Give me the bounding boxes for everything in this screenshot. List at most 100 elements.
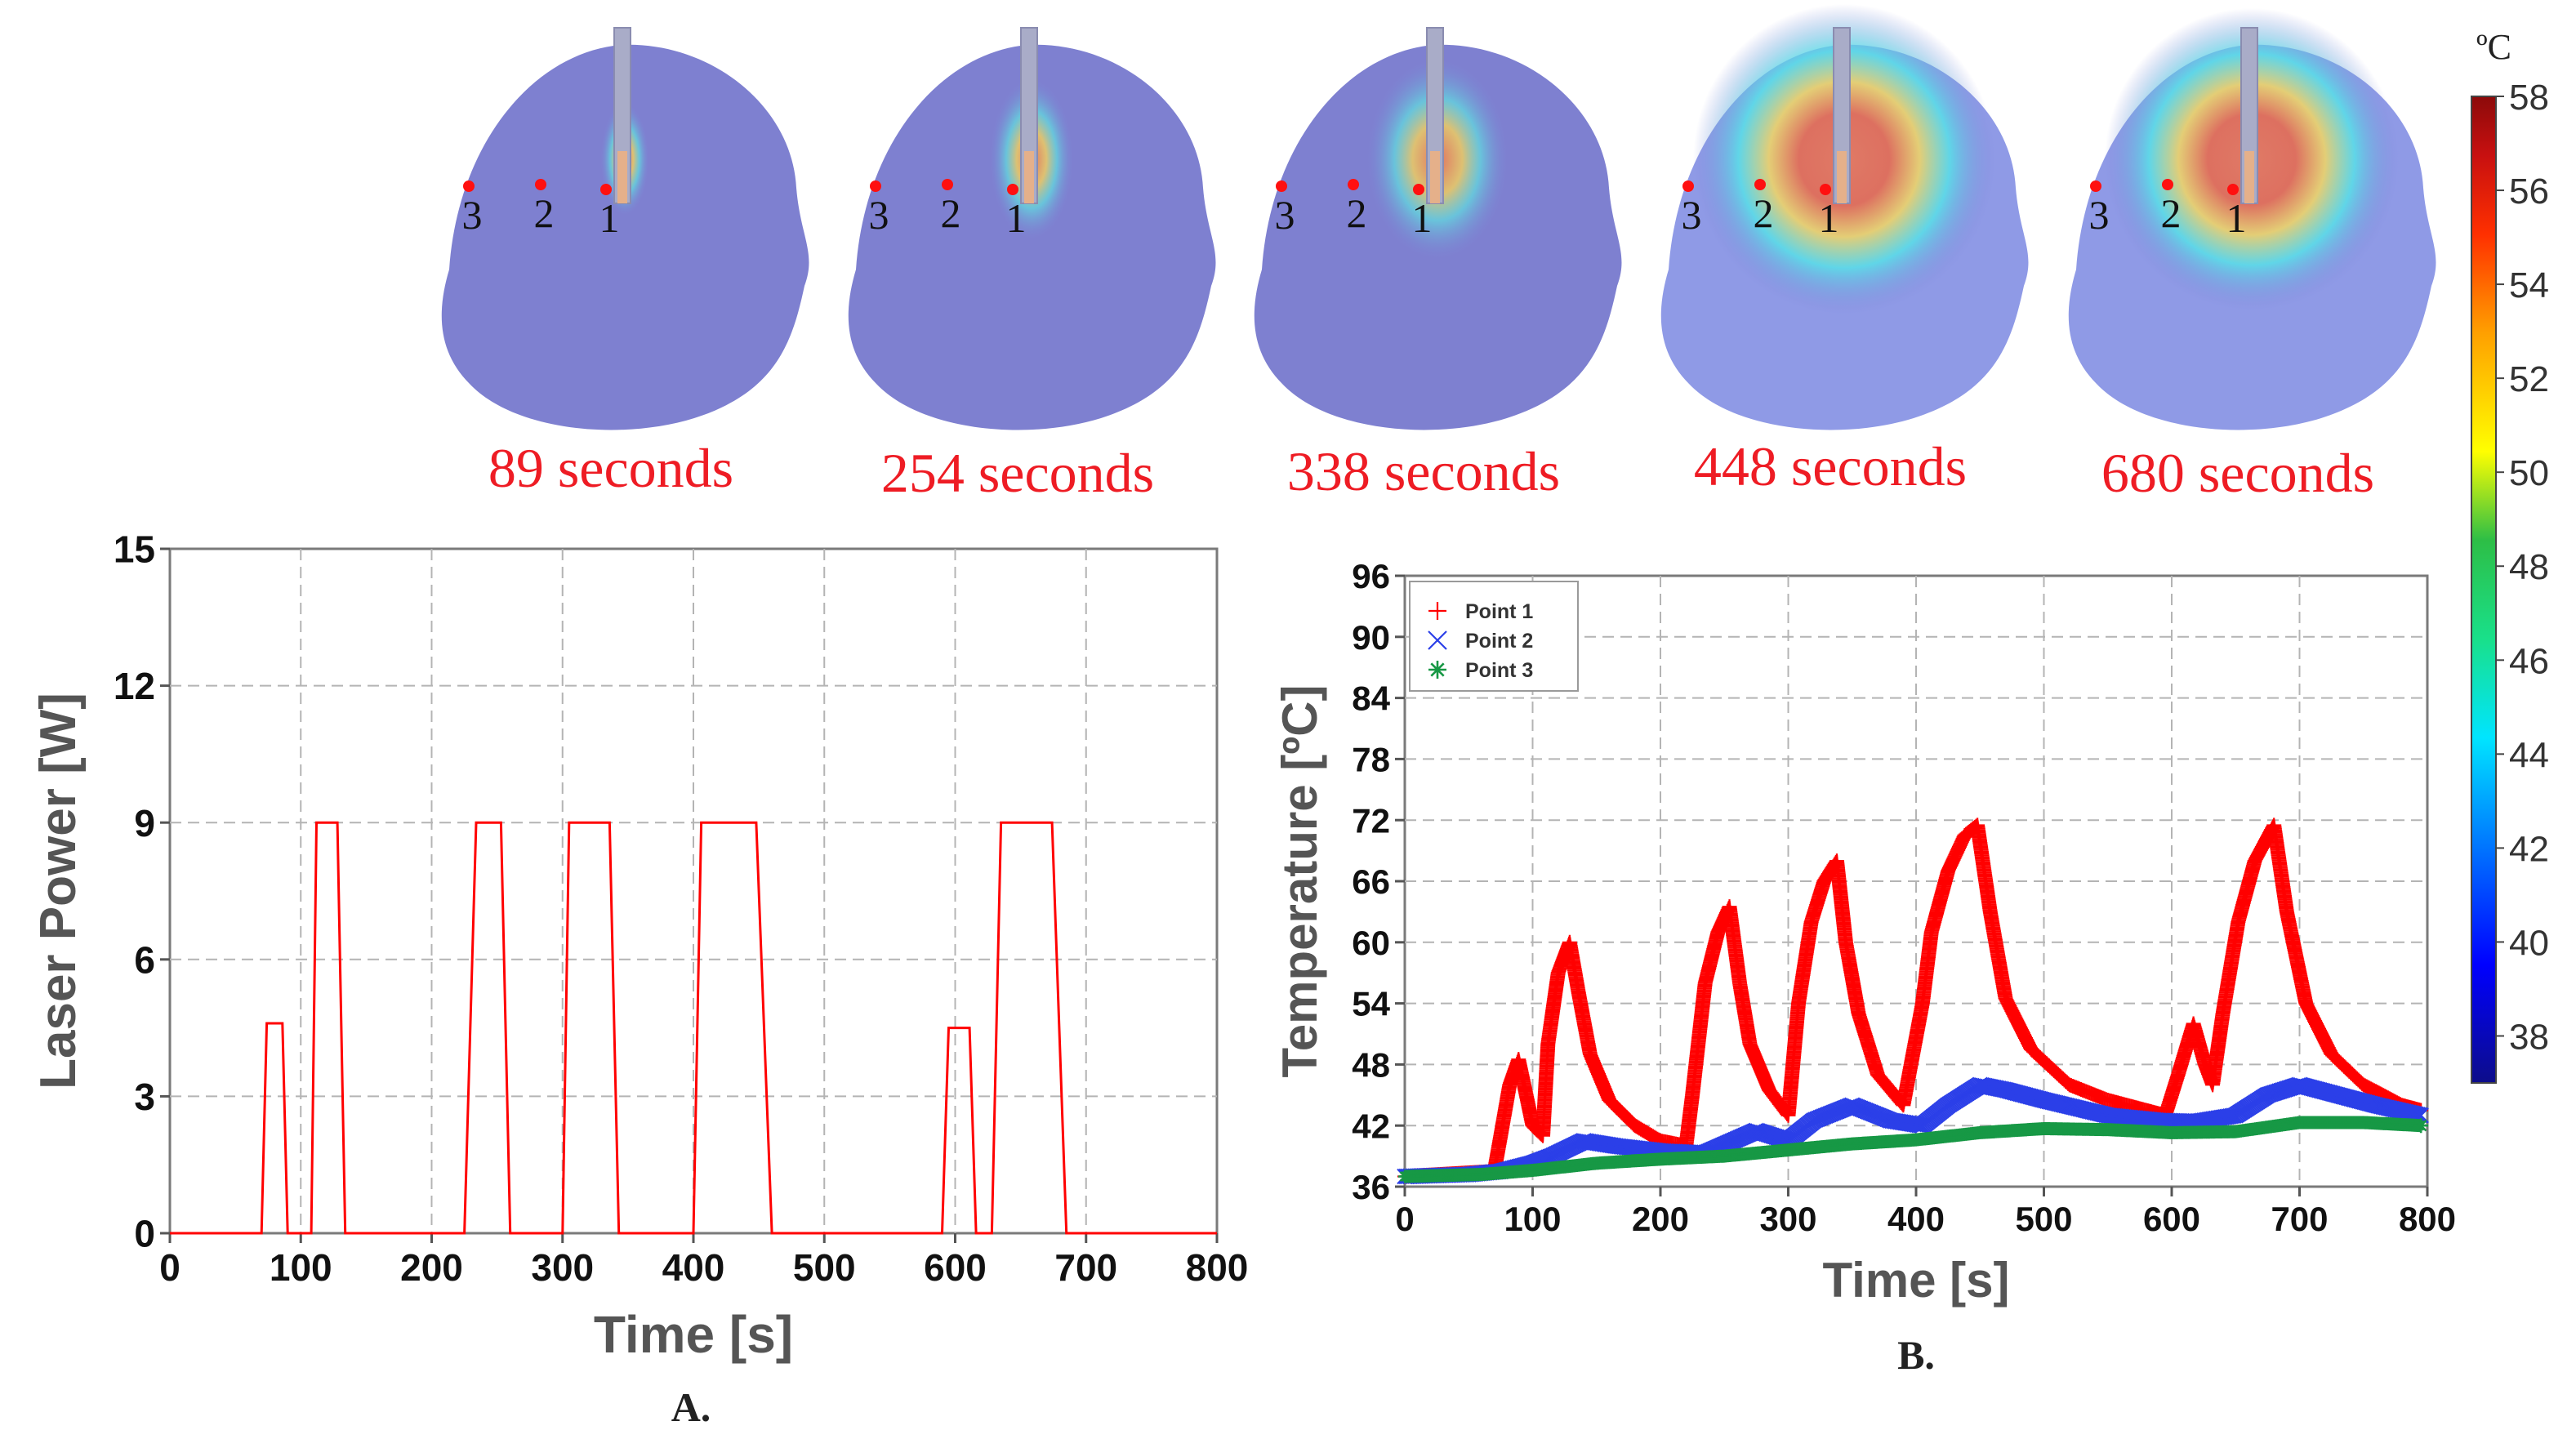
probe-label-3: 3 — [462, 192, 483, 238]
probe-label-1: 1 — [1412, 195, 1433, 241]
chart-a-x-axis-label: Time [s] — [594, 1305, 793, 1364]
snapshot-3: 12 3 448 seconds — [1660, 4, 2029, 497]
chart-b-x-axis-label: Time [s] — [1823, 1253, 2010, 1308]
fiber-tip — [1024, 151, 1034, 203]
chart-b-series — [1397, 818, 2429, 1185]
x-tick-label: 600 — [924, 1246, 987, 1289]
x-tick-label: 300 — [531, 1246, 594, 1289]
probe-point-3 — [1682, 180, 1694, 192]
y-tick-label: 48 — [1352, 1046, 1390, 1085]
snapshot-time-caption: 89 seconds — [488, 437, 733, 499]
probe-point-3 — [463, 180, 475, 192]
legend-item: Point 2 — [1428, 630, 1533, 653]
probe-label-1: 1 — [1006, 195, 1027, 241]
probe-label-3: 3 — [1682, 192, 1702, 238]
x-tick-label: 400 — [1887, 1200, 1945, 1238]
x-tick-label: 700 — [2271, 1200, 2328, 1238]
series-point-3 — [1398, 1116, 2429, 1183]
probe-point-2 — [1348, 179, 1359, 190]
x-tick-label: 500 — [2015, 1200, 2072, 1238]
chart-b-y-axis-label: Temperature [ºC] — [1272, 685, 1327, 1078]
chart-a-y-ticks: 0 3 6 9 12 15 — [114, 528, 170, 1255]
y-tick-label: 66 — [1352, 862, 1390, 901]
snapshot-time-caption: 338 seconds — [1287, 440, 1560, 502]
snapshot-time-caption: 448 seconds — [1694, 435, 1967, 497]
probe-label-2: 2 — [1754, 190, 1774, 236]
legend-label: Point 1 — [1465, 600, 1533, 623]
x-tick-label: 100 — [270, 1246, 332, 1289]
x-tick-label: 100 — [1504, 1200, 1561, 1238]
fiber-tip — [1837, 151, 1847, 203]
y-tick-label: 15 — [114, 528, 155, 571]
probe-point-2 — [1754, 179, 1766, 190]
chart-b-temperature: 0 100 200 300 400 500 600 700 800 36 42 48 54 60 66 72… — [1272, 557, 2456, 1378]
x-tick-label: 800 — [1186, 1246, 1249, 1289]
colorbar-tick-label: 54 — [2509, 265, 2549, 305]
x-tick-label: 500 — [793, 1246, 856, 1289]
probe-point-1 — [2227, 184, 2239, 195]
fiber-tip — [617, 151, 627, 203]
probe-point-2 — [942, 179, 953, 190]
snapshot-time-caption: 680 seconds — [2101, 442, 2374, 504]
x-tick-label: 400 — [662, 1246, 725, 1289]
colorbar: ºC 58 56 54 52 50 48 46 44 42 40 38 — [2471, 27, 2549, 1084]
chart-b-y-ticks: 36 42 48 54 60 66 72 78 84 90 96 — [1352, 557, 1405, 1206]
snapshot-0: 12 3 89 seconds — [441, 27, 809, 499]
probe-label-1: 1 — [599, 195, 620, 241]
colorbar-tick-label: 58 — [2509, 78, 2549, 118]
y-tick-label: 0 — [134, 1213, 155, 1255]
legend-label: Point 3 — [1465, 659, 1533, 682]
y-tick-label: 36 — [1352, 1168, 1390, 1206]
y-tick-label: 42 — [1352, 1107, 1390, 1145]
probe-label-1: 1 — [2226, 195, 2247, 241]
y-tick-label: 78 — [1352, 741, 1390, 779]
y-tick-label: 90 — [1352, 618, 1390, 657]
probe-label-3: 3 — [869, 192, 889, 238]
data-point — [1428, 602, 1446, 620]
x-tick-label: 200 — [400, 1246, 463, 1289]
probe-point-1 — [1007, 184, 1018, 195]
probe-point-2 — [2162, 179, 2173, 190]
chart-a-power-line — [170, 821, 1217, 1235]
colorbar-tick-label: 50 — [2509, 453, 2549, 493]
y-tick-label: 3 — [134, 1076, 155, 1118]
y-tick-label: 96 — [1352, 557, 1390, 595]
probe-label-2: 2 — [1347, 190, 1367, 236]
probe-point-1 — [600, 184, 612, 195]
colorbar-tick-label: 44 — [2509, 735, 2549, 775]
data-point — [1428, 661, 1446, 679]
snapshot-4: 12 3 680 seconds — [2068, 8, 2436, 504]
legend-item: Point 1 — [1428, 600, 1533, 623]
probe-point-3 — [870, 180, 881, 192]
probe-label-3: 3 — [2089, 192, 2110, 238]
data-point — [2413, 1118, 2429, 1134]
x-tick-label: 600 — [2143, 1200, 2200, 1238]
head-shape — [441, 44, 809, 430]
x-tick-label: 800 — [2399, 1200, 2456, 1238]
snapshot-time-caption: 254 seconds — [881, 442, 1154, 504]
legend-item: Point 3 — [1428, 659, 1533, 682]
y-tick-label: 6 — [134, 938, 155, 981]
fiber-tip — [2244, 151, 2254, 203]
colorbar-tick-label: 52 — [2509, 359, 2549, 399]
colorbar-unit: ºC — [2476, 27, 2511, 67]
legend-label: Point 2 — [1465, 630, 1533, 653]
probe-label-1: 1 — [1819, 195, 1839, 241]
y-tick-label: 54 — [1352, 985, 1390, 1023]
x-tick-label: 0 — [159, 1246, 180, 1289]
chart-a-laser-power: 0 100 200 300 400 500 600 700 800 0 3 6 9 12 15 Time … — [30, 528, 1248, 1430]
probe-label-2: 2 — [534, 190, 555, 236]
chart-b-legend: Point 1 Point 2 Point 3 — [1409, 581, 1579, 692]
y-tick-label: 84 — [1352, 679, 1390, 718]
probe-point-3 — [1276, 180, 1287, 192]
probe-label-2: 2 — [941, 190, 961, 236]
colorbar-tick-label: 38 — [2509, 1017, 2549, 1057]
probe-label-3: 3 — [1275, 192, 1295, 238]
x-tick-label: 200 — [1632, 1200, 1689, 1238]
chart-a-caption: A. — [671, 1384, 711, 1430]
colorbar-tick-label: 46 — [2509, 641, 2549, 681]
chart-b-caption: B. — [1897, 1332, 1935, 1378]
x-tick-label: 700 — [1054, 1246, 1117, 1289]
